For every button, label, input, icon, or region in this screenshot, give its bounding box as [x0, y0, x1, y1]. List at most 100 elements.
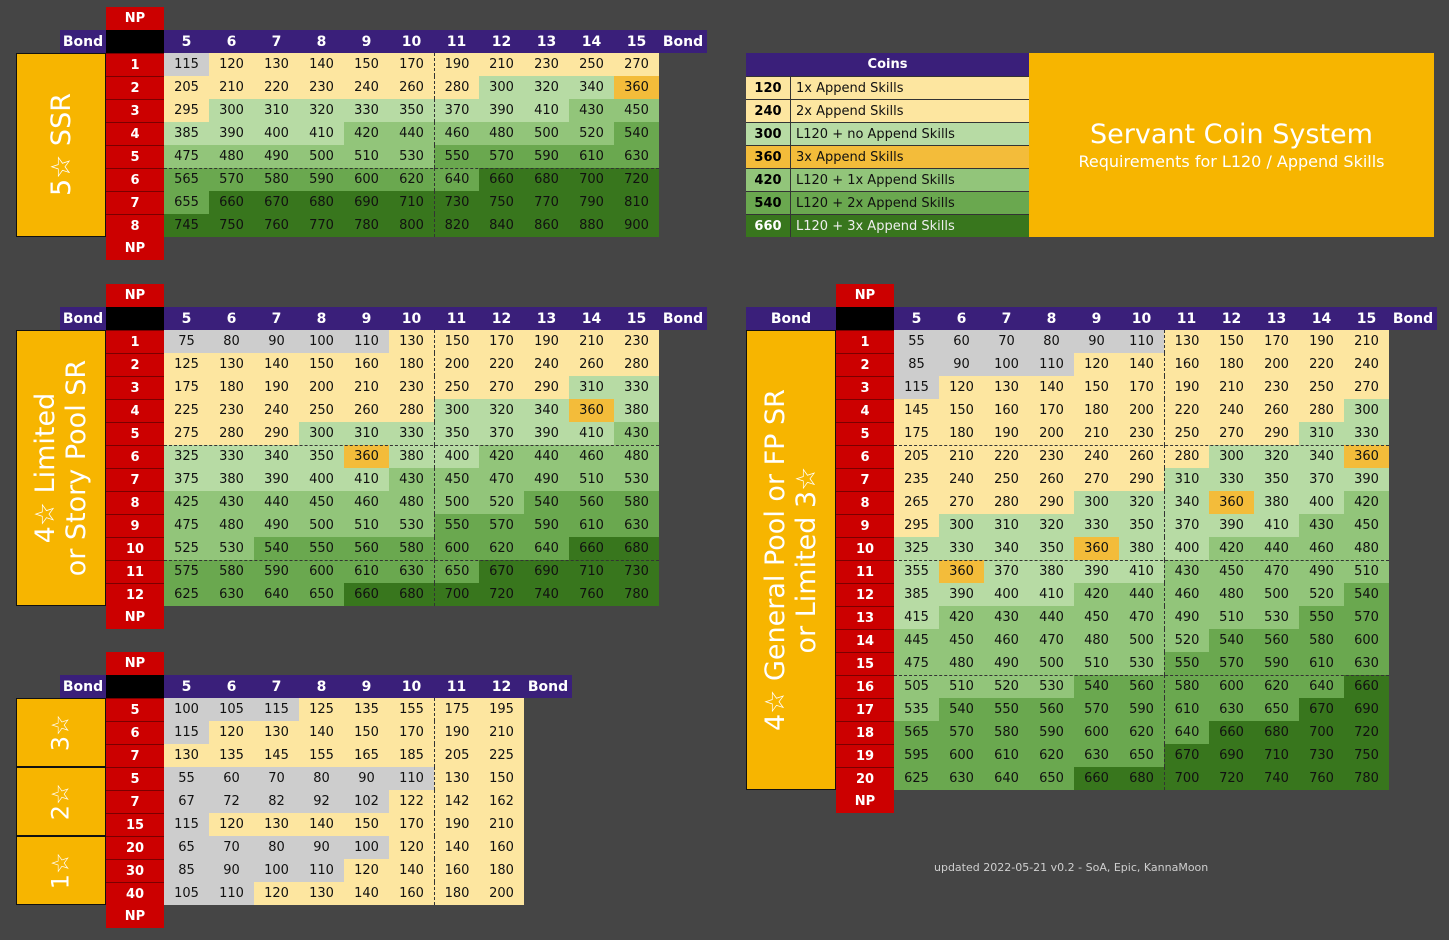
np-row-label: 1	[106, 330, 164, 353]
coin-cell: 550	[299, 537, 344, 560]
coin-cell: 590	[299, 168, 344, 191]
coin-cell: 380	[209, 468, 254, 491]
np-row-label: 6	[106, 721, 164, 744]
coin-cell: 390	[524, 422, 569, 445]
coin-cell: 540	[1074, 675, 1119, 698]
np-row-label: 16	[836, 675, 894, 698]
coin-cell: 540	[1344, 583, 1389, 606]
bond-col-header: 13	[1254, 307, 1299, 330]
legend-label: L120 + 2x Append Skills	[796, 195, 955, 211]
coin-cell: 135	[344, 698, 389, 721]
coin-cell: 105	[209, 698, 254, 721]
coin-cell: 420	[1209, 537, 1254, 560]
coin-cell: 220	[1164, 399, 1209, 422]
bond-col-header: 5	[164, 675, 209, 698]
coin-cell: 190	[434, 813, 479, 836]
coin-cell: 540	[939, 698, 984, 721]
coin-cell: 720	[1209, 767, 1254, 790]
np-row-label: 5	[836, 422, 894, 445]
np-header-bottom: NP	[106, 606, 164, 629]
coin-cell: 100	[254, 859, 299, 882]
coin-cell: 500	[299, 514, 344, 537]
coin-cell: 510	[1344, 560, 1389, 583]
legend-label: L120 + 3x Append Skills	[796, 218, 955, 234]
np-header-bottom: NP	[836, 790, 894, 813]
coin-cell: 190	[434, 721, 479, 744]
coin-cell: 400	[1164, 537, 1209, 560]
bond-label-left: Bond	[60, 307, 106, 330]
coin-cell: 530	[1254, 606, 1299, 629]
np-row-label: 14	[836, 629, 894, 652]
coin-cell: 230	[209, 399, 254, 422]
np-row-label: 12	[106, 583, 164, 606]
coin-cell: 780	[614, 583, 659, 606]
coin-cell: 660	[344, 583, 389, 606]
coin-cell: 800	[389, 214, 434, 237]
coin-cell: 120	[209, 721, 254, 744]
coin-cell: 350	[434, 422, 479, 445]
coin-cell: 90	[209, 859, 254, 882]
legend-label: 3x Append Skills	[796, 149, 904, 165]
np-row-label: 10	[836, 537, 894, 560]
np-row-label: 20	[106, 836, 164, 859]
bond-col-header: 6	[939, 307, 984, 330]
np-row-label: 4	[106, 122, 164, 145]
coin-cell: 590	[254, 560, 299, 583]
coin-cell: 750	[479, 191, 524, 214]
coin-cell: 510	[344, 514, 389, 537]
coin-cell: 295	[164, 99, 209, 122]
coin-cell: 400	[984, 583, 1029, 606]
coin-cell: 620	[1254, 675, 1299, 698]
tier-band: 2☆	[16, 767, 106, 836]
coin-cell: 160	[389, 882, 434, 905]
coin-cell: 170	[389, 813, 434, 836]
coin-cell: 130	[254, 53, 299, 76]
coin-cell: 640	[1299, 675, 1344, 698]
coin-cell: 560	[569, 491, 614, 514]
coin-cell: 505	[894, 675, 939, 698]
coin-cell: 860	[524, 214, 569, 237]
coin-cell: 880	[569, 214, 614, 237]
coin-cell: 110	[209, 882, 254, 905]
coin-cell: 270	[939, 491, 984, 514]
legend-row: 660 L120 + 3x Append Skills	[746, 214, 1029, 237]
tier-label: 2☆	[46, 783, 75, 820]
coin-cell: 220	[254, 76, 299, 99]
coin-cell: 450	[614, 99, 659, 122]
coin-cell: 280	[1299, 399, 1344, 422]
coin-cell: 130	[164, 744, 209, 767]
coin-cell: 490	[524, 468, 569, 491]
coin-cell: 170	[389, 721, 434, 744]
coin-cell: 130	[254, 721, 299, 744]
coin-cell: 230	[299, 76, 344, 99]
coin-cell: 115	[254, 698, 299, 721]
legend-row: 420 L120 + 1x Append Skills	[746, 168, 1029, 191]
coin-cell: 90	[939, 353, 984, 376]
coin-cell: 340	[1164, 491, 1209, 514]
coin-cell: 175	[894, 422, 939, 445]
coin-cell: 200	[1029, 422, 1074, 445]
coin-cell: 640	[524, 537, 569, 560]
coin-cell: 560	[344, 537, 389, 560]
coin-cell: 140	[389, 859, 434, 882]
coin-cell: 680	[1254, 721, 1299, 744]
coin-cell: 105	[164, 882, 209, 905]
coin-cell: 410	[569, 422, 614, 445]
coin-cell: 440	[1029, 606, 1074, 629]
coin-cell: 380	[1029, 560, 1074, 583]
coin-cell: 380	[614, 399, 659, 422]
coin-cell: 385	[164, 122, 209, 145]
coin-cell: 490	[1164, 606, 1209, 629]
np-row-label: 6	[106, 445, 164, 468]
coin-cell: 580	[1299, 629, 1344, 652]
coin-cell: 230	[1119, 422, 1164, 445]
coin-cell: 740	[524, 583, 569, 606]
coin-cell: 330	[344, 99, 389, 122]
np-row-label: 7	[106, 468, 164, 491]
coin-cell: 190	[434, 53, 479, 76]
bond-col-header: 13	[524, 30, 569, 53]
coin-cell: 480	[1074, 629, 1119, 652]
coin-cell: 660	[479, 168, 524, 191]
coin-cell: 100	[299, 330, 344, 353]
coin-cell: 140	[1119, 353, 1164, 376]
